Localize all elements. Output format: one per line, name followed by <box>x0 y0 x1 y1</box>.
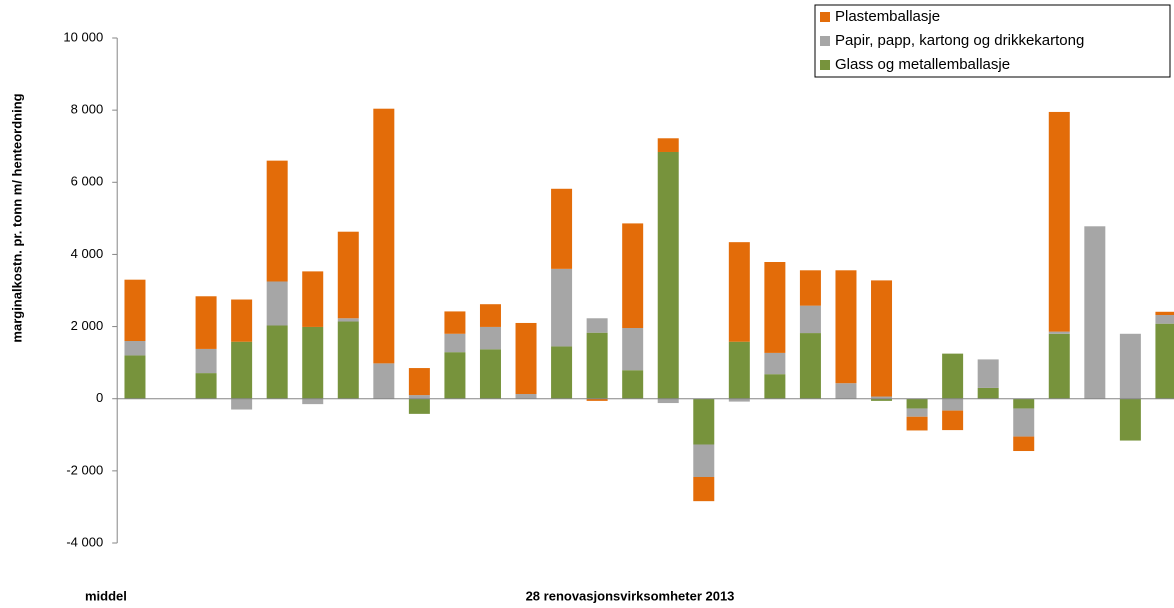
bar-segment <box>835 383 857 399</box>
y-tick-label: 0 <box>96 390 103 405</box>
bar-segment <box>586 398 608 401</box>
bar-segment <box>337 231 359 319</box>
bar-segment <box>1084 226 1106 399</box>
bar-segment <box>337 321 359 399</box>
bar-segment <box>1119 398 1141 441</box>
bar-segment <box>657 398 679 404</box>
bar-segment <box>479 349 501 399</box>
bar-segment <box>835 270 857 384</box>
bar-segment <box>871 280 893 397</box>
bar-segment <box>728 242 750 342</box>
bar-segment <box>551 188 573 269</box>
bar-segment <box>622 223 644 329</box>
bar-segment <box>657 151 679 399</box>
bar-segment <box>906 408 928 417</box>
bar-segment <box>764 352 786 375</box>
bar-segment <box>906 398 928 409</box>
bar-segment <box>373 363 395 399</box>
bar-segment <box>337 318 359 322</box>
bar-segment <box>408 395 430 399</box>
bar-segment <box>231 341 253 399</box>
bar-segment <box>444 333 466 353</box>
bar-segment <box>1013 436 1035 452</box>
bar-segment <box>444 311 466 334</box>
bar-segment <box>942 353 964 399</box>
bar-segment <box>515 322 537 395</box>
y-axis-title: marginalkostn. pr. tonn m/ henteordning <box>9 93 24 342</box>
y-tick-label: 4 000 <box>71 246 104 261</box>
bar-segment <box>1048 333 1070 399</box>
bar-segment <box>622 328 644 371</box>
bar-segment <box>586 332 608 399</box>
bar-segment <box>942 410 964 431</box>
bar-segment <box>302 326 324 399</box>
bar-segment <box>124 279 146 341</box>
bar-segment <box>231 398 253 410</box>
bar-segment <box>302 271 324 327</box>
legend-label: Glass og metallemballasje <box>835 56 1010 73</box>
y-tick-label: 6 000 <box>71 174 104 189</box>
bar-segment <box>799 305 821 334</box>
legend-box <box>814 4 1171 78</box>
bar-segment <box>551 268 573 347</box>
x-axis-title: 28 renovasjonsvirksomheter 2013 <box>526 588 735 603</box>
y-tick-label: 8 000 <box>71 102 104 117</box>
bar-segment <box>195 348 217 374</box>
y-tick-label: 10 000 <box>63 29 103 44</box>
bar-segment <box>373 108 395 364</box>
bar-segment <box>266 325 288 399</box>
bar-segment <box>551 346 573 399</box>
bar-segment <box>124 341 146 356</box>
bar-segment <box>1119 333 1141 399</box>
y-tick-label: -4 000 <box>66 534 103 549</box>
bar-segment <box>1048 331 1070 334</box>
bar-segment <box>799 270 821 306</box>
bar-segment <box>1048 111 1070 332</box>
bar-segment <box>764 374 786 399</box>
bar-segment <box>728 398 750 402</box>
bar-segment <box>1013 398 1035 409</box>
bar-segment <box>266 160 288 282</box>
bar-segment <box>479 326 501 350</box>
bar-segment <box>1155 311 1174 316</box>
bar-segment <box>871 396 893 399</box>
bar-segment <box>799 333 821 399</box>
bar-segment <box>231 299 253 342</box>
bar-segment <box>871 398 893 401</box>
bar-segment <box>195 373 217 399</box>
y-tick-label: -2 000 <box>66 462 103 477</box>
legend-swatch <box>820 36 830 46</box>
bar-segment <box>622 370 644 399</box>
bar-segment <box>266 281 288 326</box>
legend-label: Papir, papp, kartong og drikkekartong <box>835 32 1084 49</box>
bar-segment <box>977 359 999 388</box>
bar-segment <box>302 398 324 405</box>
bar-segment <box>693 476 715 502</box>
bar-segment <box>408 398 430 414</box>
bar-segment <box>444 352 466 399</box>
legend-swatch <box>820 12 830 22</box>
bar-segment <box>693 444 715 477</box>
bar-segment <box>515 394 537 399</box>
legend-swatch <box>820 60 830 70</box>
y-tick-label: 2 000 <box>71 318 104 333</box>
bar-segment <box>657 138 679 152</box>
bar-segment <box>586 318 608 333</box>
bar-segment <box>408 368 430 396</box>
bar-segment <box>1155 323 1174 399</box>
bar-segment <box>764 262 786 353</box>
legend-label: Plastemballasje <box>835 8 940 25</box>
bar-segment <box>1013 408 1035 437</box>
bar-segment <box>1155 315 1174 324</box>
x-tick-label: middel <box>85 588 127 603</box>
bar-segment <box>728 341 750 399</box>
bar-segment <box>195 296 217 349</box>
bar-segment <box>479 304 501 327</box>
bar-segment <box>693 398 715 445</box>
bar-segment <box>977 387 999 399</box>
bar-segment <box>942 398 964 411</box>
bar-segment <box>124 355 146 399</box>
bar-segment <box>906 416 928 431</box>
